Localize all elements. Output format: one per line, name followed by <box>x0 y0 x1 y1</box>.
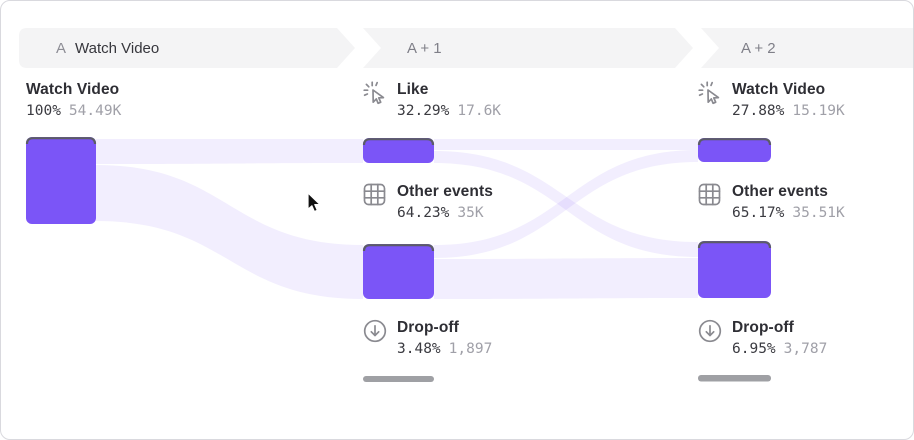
event-name: Drop-off <box>397 319 459 336</box>
breadcrumb-step-a[interactable]: A Watch Video <box>56 28 159 68</box>
event-values: 65.17% 35.51K <box>732 202 845 224</box>
flow-ribbon-like-to-watchvideo[interactable] <box>434 139 698 150</box>
event-percent: 32.29% <box>397 103 450 119</box>
event-count: 3,787 <box>783 341 828 357</box>
grid-icon <box>363 183 386 206</box>
event-values: 100% 54.49K <box>26 100 121 122</box>
event-values: 64.23% 35K <box>397 202 493 224</box>
event-count: 1,897 <box>448 341 493 357</box>
grid-icon <box>698 183 721 206</box>
dropoff-bar-a2[interactable] <box>698 375 771 382</box>
event-percent: 65.17% <box>732 205 785 221</box>
event-percent: 6.95% <box>732 341 776 357</box>
step-chevron-a-plus-1[interactable] <box>363 28 693 68</box>
node-label-a1-like: Like 32.29% 17.6K <box>362 79 501 122</box>
node-a2-watch-video[interactable] <box>698 138 771 162</box>
event-values: 27.88% 15.19K <box>732 100 845 122</box>
event-values: 6.95% 3,787 <box>732 338 827 360</box>
node-label-a2-other-events: Other events 65.17% 35.51K <box>697 181 845 224</box>
click-icon <box>363 81 385 105</box>
event-count: 35.51K <box>792 205 845 221</box>
event-name: Other events <box>397 183 493 200</box>
node-a-watch-video[interactable] <box>26 137 96 224</box>
event-count: 17.6K <box>457 103 502 119</box>
event-percent: 3.48% <box>397 341 441 357</box>
event-count: 15.19K <box>792 103 845 119</box>
event-name: Watch Video <box>26 81 120 98</box>
node-label-a2-watch-video: Watch Video 27.88% 15.19K <box>697 79 845 122</box>
flow-ribbon-otherevents-to-watchvideo[interactable] <box>434 150 698 258</box>
mouse-cursor <box>307 192 321 213</box>
step-label-text: A + 1 <box>407 39 442 57</box>
event-name: Other events <box>732 183 828 200</box>
step-label-text: Watch Video <box>75 39 160 57</box>
flow-ribbon-watchvideo-to-like[interactable] <box>96 139 363 164</box>
event-percent: 27.88% <box>732 103 785 119</box>
event-values: 32.29% 17.6K <box>397 100 501 122</box>
flow-ribbon-watchvideo-to-otherevents[interactable] <box>96 165 363 299</box>
click-icon <box>698 81 720 105</box>
node-a1-like[interactable] <box>363 138 434 163</box>
event-name: Watch Video <box>732 81 826 98</box>
event-name: Like <box>397 81 429 98</box>
drop-off-icon <box>363 319 387 343</box>
breadcrumb-step-a-plus-2[interactable]: A + 2 <box>741 28 776 68</box>
step-letter-badge: A <box>56 39 67 57</box>
step-chevron-a-plus-2[interactable] <box>701 28 914 68</box>
event-count: 35K <box>457 205 484 221</box>
event-percent: 100% <box>26 103 61 119</box>
node-label-a1-drop-off: Drop-off 3.48% 1,897 <box>362 317 492 360</box>
step-chevron-a[interactable] <box>19 28 355 68</box>
breadcrumb-step-a-plus-1[interactable]: A + 1 <box>407 28 442 68</box>
node-label-a-watch-video: Watch Video 100% 54.49K <box>26 79 121 122</box>
event-percent: 64.23% <box>397 205 450 221</box>
node-a1-other-events[interactable] <box>363 244 434 299</box>
event-count: 54.49K <box>68 103 122 119</box>
node-label-a2-drop-off: Drop-off 6.95% 3,787 <box>697 317 827 360</box>
node-a2-other-events[interactable] <box>698 241 771 298</box>
node-label-a1-other-events: Other events 64.23% 35K <box>362 181 493 224</box>
step-label-text: A + 2 <box>741 39 776 57</box>
flow-ribbon-like-to-otherevents[interactable] <box>434 151 698 257</box>
event-values: 3.48% 1,897 <box>397 338 492 360</box>
event-name: Drop-off <box>732 319 794 336</box>
drop-off-icon <box>698 319 722 343</box>
node-top-edges <box>25 137 772 252</box>
dropoff-bar-a1[interactable] <box>363 376 434 382</box>
flow-ribbon-otherevents-to-otherevents[interactable] <box>434 258 698 299</box>
